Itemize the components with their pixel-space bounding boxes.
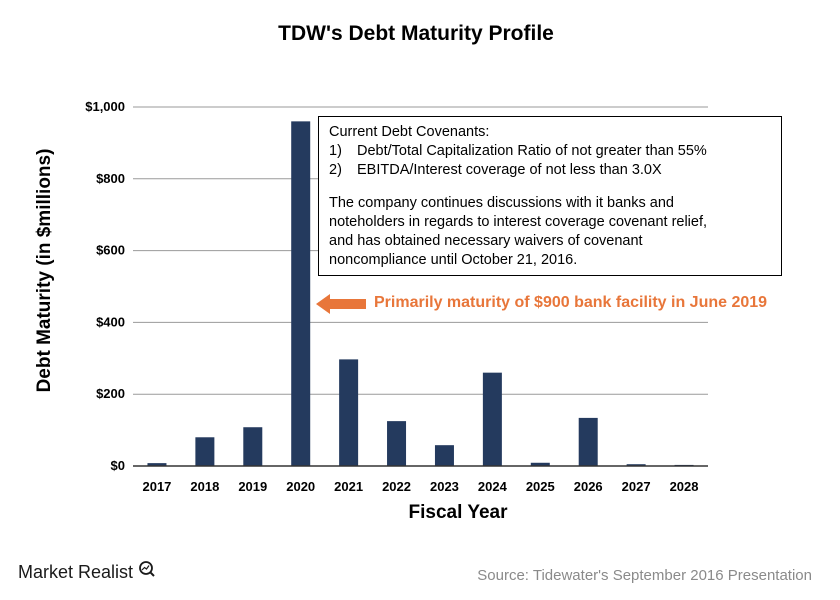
covenant-text: EBITDA/Interest coverage of not less tha…	[357, 162, 662, 178]
note-paragraph-line: noteholders in regards to interest cover…	[329, 214, 708, 230]
x-axis-ticks: 2017 2018 2019 2020 2021 2022 2023 2024 2025 2026…	[142, 479, 698, 494]
brand-logo-text: Market Realist	[18, 562, 134, 582]
covenant-item: 1) Debt/Total Capitalization Ratio of not…	[329, 142, 771, 161]
x-tick-label: 2017	[142, 479, 171, 494]
bar-2017	[147, 463, 167, 466]
covenants-heading: Current Debt Covenants:	[329, 124, 490, 140]
covenant-item: 2) EBITDA/Interest coverage of not less t…	[329, 161, 771, 180]
bar-2025	[530, 462, 550, 466]
bar-2023	[434, 445, 454, 466]
callout-text: Primarily maturity of $900 bank facility…	[374, 294, 768, 311]
bar-2022	[387, 421, 407, 466]
x-tick-label: 2018	[190, 479, 219, 494]
y-axis-label: Debt Maturity (in $millions)	[34, 149, 55, 393]
note-paragraph-line: and has obtained necessary waivers of co…	[329, 233, 643, 249]
bar-2020	[291, 121, 311, 467]
covenant-number: 2)	[329, 162, 342, 178]
y-axis-ticks: $0 $200 $400 $600 $800 $1,000	[85, 99, 125, 473]
bar-2018	[195, 437, 215, 466]
x-tick-label: 2027	[622, 479, 651, 494]
y-tick-label: $600	[96, 243, 125, 258]
note-paragraph-line: The company continues discussions with i…	[329, 195, 674, 211]
x-tick-label: 2019	[238, 479, 267, 494]
y-tick-label: $1,000	[85, 99, 125, 114]
bar-2021	[339, 359, 359, 466]
x-tick-label: 2028	[670, 479, 699, 494]
x-tick-label: 2023	[430, 479, 459, 494]
bars	[147, 121, 694, 467]
x-tick-label: 2022	[382, 479, 411, 494]
chart-title: TDW's Debt Maturity Profile	[278, 22, 554, 45]
source-note: Source: Tidewater's September 2016 Prese…	[477, 567, 812, 584]
y-tick-label: $800	[96, 171, 125, 186]
x-tick-label: 2026	[574, 479, 603, 494]
magnifier-chart-icon	[139, 561, 155, 577]
x-tick-label: 2025	[526, 479, 555, 494]
x-tick-label: 2021	[334, 479, 363, 494]
y-tick-label: $400	[96, 314, 125, 329]
x-tick-label: 2020	[286, 479, 315, 494]
bar-2027	[626, 464, 646, 466]
x-tick-label: 2024	[478, 479, 508, 494]
note-paragraph-line: noncompliance until October 21, 2016.	[329, 252, 578, 268]
x-axis-label: Fiscal Year	[409, 502, 509, 523]
covenants-note-box: Current Debt Covenants: 1) Debt/Total Cap…	[318, 116, 782, 276]
bar-2019	[243, 427, 263, 466]
y-tick-label: $0	[111, 458, 125, 473]
callout-arrow-icon	[316, 294, 366, 314]
y-tick-label: $200	[96, 386, 125, 401]
bar-2026	[578, 417, 598, 466]
bar-2024	[482, 372, 502, 466]
covenant-text: Debt/Total Capitalization Ratio of not g…	[357, 143, 707, 159]
covenant-number: 1)	[329, 143, 342, 159]
